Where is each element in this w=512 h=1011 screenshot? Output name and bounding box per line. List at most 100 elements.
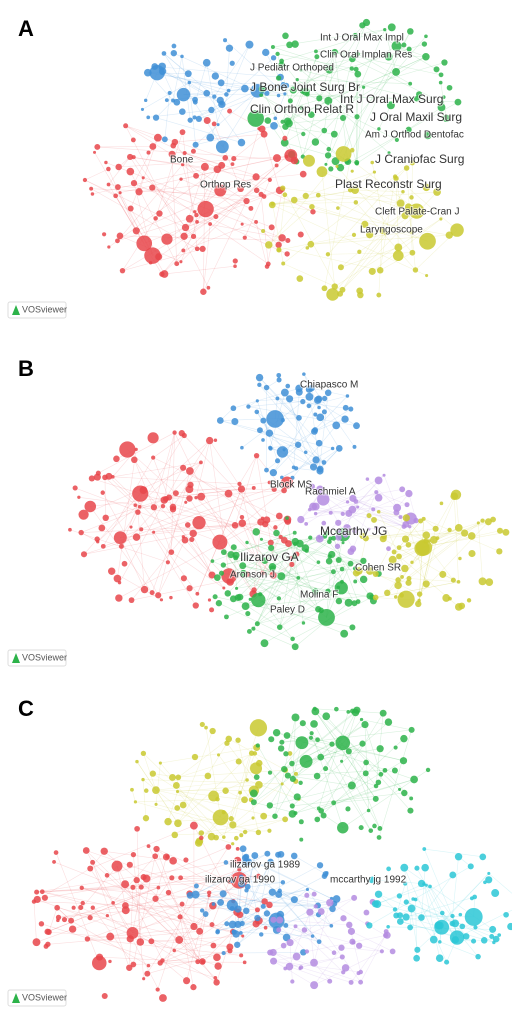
node <box>270 55 277 61</box>
node <box>318 609 335 626</box>
edge <box>174 830 270 836</box>
edge <box>202 931 234 963</box>
node <box>234 594 242 601</box>
node <box>34 889 40 895</box>
edge <box>174 141 197 177</box>
node <box>179 260 183 264</box>
node <box>230 544 237 551</box>
node <box>282 135 288 141</box>
node <box>502 528 510 536</box>
node <box>330 446 335 451</box>
node <box>259 93 264 98</box>
edge <box>310 231 412 245</box>
node <box>82 177 88 183</box>
node <box>293 793 301 801</box>
edge <box>132 887 203 962</box>
edge <box>317 738 405 820</box>
edge <box>56 907 72 921</box>
edge <box>352 22 367 59</box>
node <box>303 450 308 455</box>
edge <box>155 856 167 899</box>
node <box>98 524 106 532</box>
node <box>88 475 95 482</box>
node <box>192 141 199 148</box>
edge <box>356 87 364 164</box>
node <box>183 977 191 985</box>
node <box>480 518 485 523</box>
edge <box>48 907 58 933</box>
edge <box>400 921 458 938</box>
node <box>149 184 156 191</box>
node <box>295 736 309 750</box>
edge <box>108 168 137 231</box>
node <box>409 203 425 219</box>
node <box>301 927 308 933</box>
node <box>392 907 398 912</box>
edge <box>437 527 459 539</box>
node <box>90 859 96 865</box>
node <box>216 417 224 424</box>
node <box>344 598 353 607</box>
edge <box>214 44 250 97</box>
edge <box>230 532 295 555</box>
edge <box>166 856 258 911</box>
node <box>321 409 327 415</box>
edge <box>342 117 358 164</box>
node <box>222 787 229 795</box>
node <box>310 209 316 215</box>
edge <box>250 799 259 833</box>
node <box>414 208 418 212</box>
edge <box>279 587 342 628</box>
node <box>276 596 282 601</box>
edge <box>135 798 218 803</box>
edge <box>297 444 314 468</box>
node-label: Am J Orthod Dentofac <box>365 130 464 141</box>
edge <box>378 511 406 569</box>
node <box>206 285 211 290</box>
edge <box>162 960 187 981</box>
edge <box>276 929 320 942</box>
node <box>141 176 145 180</box>
node <box>400 863 409 872</box>
node <box>231 522 239 529</box>
node <box>435 536 440 541</box>
edge <box>291 743 333 764</box>
node <box>353 66 359 72</box>
node <box>199 908 205 913</box>
node <box>268 736 275 743</box>
edge <box>206 93 242 143</box>
edge <box>294 602 349 647</box>
node <box>324 152 332 159</box>
node <box>478 577 487 586</box>
node <box>226 943 234 951</box>
node <box>119 441 136 458</box>
node <box>148 938 155 945</box>
node <box>278 61 285 68</box>
node <box>130 961 137 968</box>
node <box>305 91 310 97</box>
node <box>255 743 260 748</box>
node <box>286 395 294 403</box>
node <box>334 581 348 595</box>
node <box>142 977 146 981</box>
node <box>245 540 249 545</box>
edge <box>221 57 274 105</box>
node <box>285 383 291 389</box>
node <box>270 201 275 206</box>
node <box>401 535 410 543</box>
edge <box>315 711 377 800</box>
edge <box>33 901 37 943</box>
node <box>379 949 384 954</box>
edge <box>177 743 228 824</box>
node <box>244 888 249 893</box>
edge <box>83 490 285 555</box>
watermark-box <box>7 989 67 1007</box>
edge <box>333 798 376 804</box>
node <box>377 127 381 131</box>
edge <box>340 247 399 268</box>
edge <box>155 779 248 791</box>
edge <box>321 171 401 204</box>
edge <box>232 875 325 925</box>
edge <box>115 195 137 231</box>
node <box>337 264 344 271</box>
